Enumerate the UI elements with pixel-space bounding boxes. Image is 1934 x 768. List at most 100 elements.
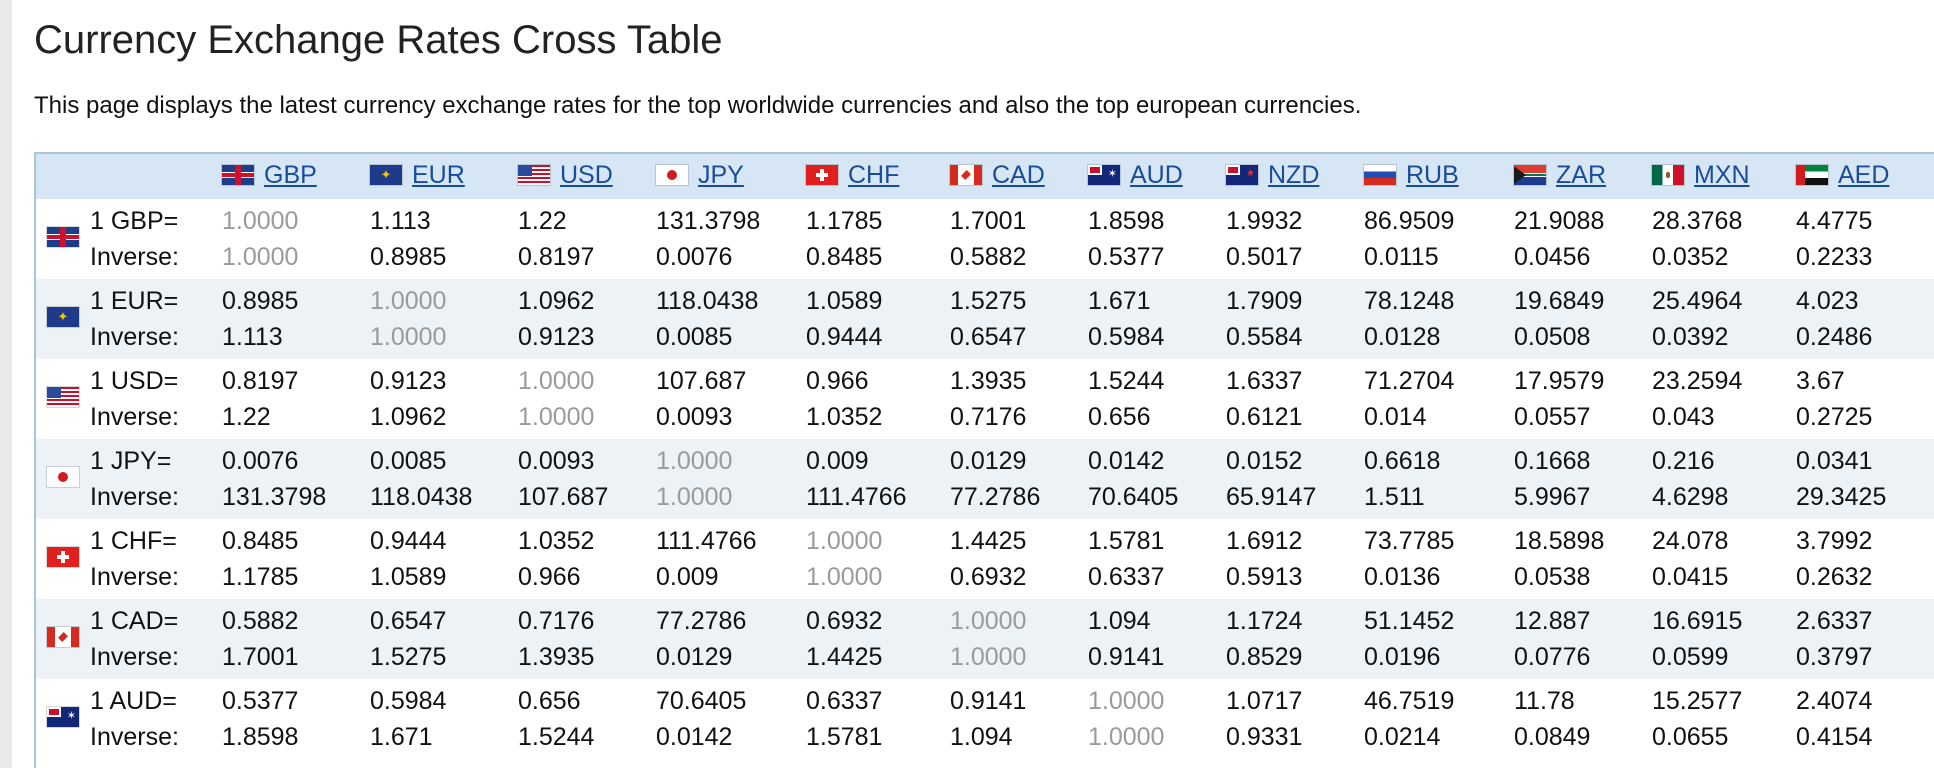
currency-link-nzd[interactable]: NZD: [1226, 161, 1319, 190]
rate-value: 0.9141: [950, 687, 1027, 715]
base-currency-label: 1 GBP=: [90, 207, 179, 235]
rate-cell-usd-chf: 0.966 1.0352: [806, 359, 950, 439]
inverse-value: 0.0392: [1652, 323, 1729, 351]
rate-value: 1.5275: [950, 287, 1027, 315]
row-flag-cell: [36, 359, 90, 439]
column-header-usd: USD: [518, 153, 656, 199]
rate-cell-jpy-nzd: 0.0152 65.9147: [1226, 439, 1364, 519]
rate-cell-eur-aud: 1.671 0.5984: [1088, 279, 1226, 359]
inverse-value: 0.0415: [1652, 563, 1729, 591]
inverse-value: 0.009: [656, 563, 719, 591]
eur-flag-icon: [47, 306, 79, 327]
rate-cell-cad-aed: 2.6337 0.3797: [1796, 599, 1934, 679]
inverse-value: 0.6121: [1226, 403, 1303, 431]
rate-cell-usd-zar: 17.9579 0.0557: [1514, 359, 1652, 439]
rate-value: 0.6337: [806, 687, 883, 715]
rate-cell-jpy-usd: 0.0093 107.687: [518, 439, 656, 519]
table-row: 1 USD= Inverse: 0.8197 1.22 0.9123 1.0962 1.00…: [36, 359, 1934, 439]
row-base-label-cell: 1 USD= Inverse:: [90, 359, 222, 439]
inverse-value: 0.0849: [1514, 723, 1591, 751]
table-row: 1 JPY= Inverse: 0.0076 131.3798 0.0085 118.04…: [36, 439, 1934, 519]
currency-link-label: GBP: [264, 160, 317, 189]
chf-flag-icon: [47, 546, 79, 567]
rate-value: 0.8985: [222, 287, 299, 315]
inverse-value: 131.3798: [222, 483, 327, 511]
column-header-mxn: MXN: [1652, 153, 1796, 199]
rate-value: 1.22: [518, 207, 567, 235]
currency-link-jpy[interactable]: JPY: [656, 161, 744, 190]
currency-link-mxn[interactable]: MXN: [1652, 161, 1750, 190]
column-header-aed: AED: [1796, 153, 1934, 199]
inverse-label: Inverse:: [90, 563, 179, 591]
column-header-rub: RUB: [1364, 153, 1514, 199]
inverse-label: Inverse:: [90, 243, 179, 271]
rate-value: 0.6932: [806, 607, 883, 635]
rate-value: 77.2786: [656, 607, 747, 635]
currency-link-rub[interactable]: RUB: [1364, 161, 1459, 190]
rate-cell-cad-usd: 0.7176 1.3935: [518, 599, 656, 679]
currency-link-label: AED: [1838, 160, 1890, 189]
rate-cell-gbp-nzd: 1.9932 0.5017: [1226, 199, 1364, 279]
rate-value: 19.6849: [1514, 287, 1605, 315]
inverse-value: 1.3935: [518, 643, 595, 671]
rate-cell-eur-mxn: 25.4964 0.0392: [1652, 279, 1796, 359]
currency-link-label: EUR: [412, 160, 465, 189]
rate-cell-chf-aed: 3.7992 0.2632: [1796, 519, 1934, 599]
rate-cell-eur-cad: 1.5275 0.6547: [950, 279, 1088, 359]
inverse-value: 1.0962: [370, 403, 447, 431]
inverse-value: 0.3797: [1796, 643, 1873, 671]
rate-cell-usd-mxn: 23.2594 0.043: [1652, 359, 1796, 439]
row-flag-cell: [36, 519, 90, 599]
rate-cell-cad-eur: 0.6547 1.5275: [370, 599, 518, 679]
currency-link-label: CHF: [848, 160, 900, 189]
rate-value: 1.7909: [1226, 287, 1303, 315]
currency-link-aed[interactable]: AED: [1796, 161, 1889, 190]
rate-value: 1.0717: [1226, 687, 1303, 715]
inverse-value: 0.0115: [1364, 243, 1439, 271]
column-header-nzd: NZD: [1226, 153, 1364, 199]
currency-link-aud[interactable]: AUD: [1088, 161, 1183, 190]
rate-value: 1.5781: [1088, 527, 1165, 555]
rate-cell-usd-aud: 1.5244 0.656: [1088, 359, 1226, 439]
rate-cell-usd-gbp: 0.8197 1.22: [222, 359, 370, 439]
rate-value: 25.4964: [1652, 287, 1743, 315]
rate-cell-chf-eur: 0.9444 1.0589: [370, 519, 518, 599]
rate-value: 0.966: [806, 367, 869, 395]
aed-flag-icon: [1796, 165, 1828, 186]
inverse-value: 1.0000: [370, 323, 447, 351]
row-base-label-cell: 1 GBP= Inverse:: [90, 199, 222, 279]
inverse-value: 0.0136: [1364, 563, 1441, 591]
rate-value: 3.67: [1796, 367, 1845, 395]
row-base-label-cell: 1 AUD= Inverse:: [90, 679, 222, 759]
currency-link-label: NZD: [1268, 160, 1320, 189]
currency-link-zar[interactable]: ZAR: [1514, 161, 1606, 190]
rate-value: 0.0142: [1088, 447, 1165, 475]
inverse-value: 0.8485: [806, 243, 883, 271]
rate-cell-gbp-rub: 86.9509 0.0115: [1364, 199, 1514, 279]
rate-cell-usd-rub: 71.2704 0.014: [1364, 359, 1514, 439]
page-left-border: [0, 0, 12, 768]
inverse-value: 0.014: [1364, 403, 1427, 431]
rate-cell-eur-nzd: 1.7909 0.5584: [1226, 279, 1364, 359]
currency-link-eur[interactable]: EUR: [370, 161, 465, 190]
currency-link-cad[interactable]: CAD: [950, 161, 1045, 190]
inverse-value: 1.1785: [222, 563, 299, 591]
rate-cell-chf-aud: 1.5781 0.6337: [1088, 519, 1226, 599]
currency-link-chf[interactable]: CHF: [806, 161, 899, 190]
rate-cell-gbp-mxn: 28.3768 0.0352: [1652, 199, 1796, 279]
rate-cell-usd-eur: 0.9123 1.0962: [370, 359, 518, 439]
rate-cell-usd-nzd: 1.6337 0.6121: [1226, 359, 1364, 439]
currency-link-usd[interactable]: USD: [518, 161, 613, 190]
rates-cross-table: GBP EUR USD JPY CHF CAD AUD NZD RUB ZAR MXN AED 1 G…: [36, 152, 1934, 759]
inverse-value: 1.5275: [370, 643, 447, 671]
inverse-value: 0.0599: [1652, 643, 1729, 671]
rate-cell-usd-cad: 1.3935 0.7176: [950, 359, 1088, 439]
inverse-label: Inverse:: [90, 643, 179, 671]
inverse-value: 0.0538: [1514, 563, 1591, 591]
inverse-value: 0.2632: [1796, 563, 1873, 591]
rate-cell-cad-cad: 1.0000 1.0000: [950, 599, 1088, 679]
currency-link-gbp[interactable]: GBP: [222, 161, 317, 190]
row-base-label-cell: 1 EUR= Inverse:: [90, 279, 222, 359]
rate-value: 0.7176: [518, 607, 595, 635]
base-currency-label: 1 EUR=: [90, 287, 179, 315]
